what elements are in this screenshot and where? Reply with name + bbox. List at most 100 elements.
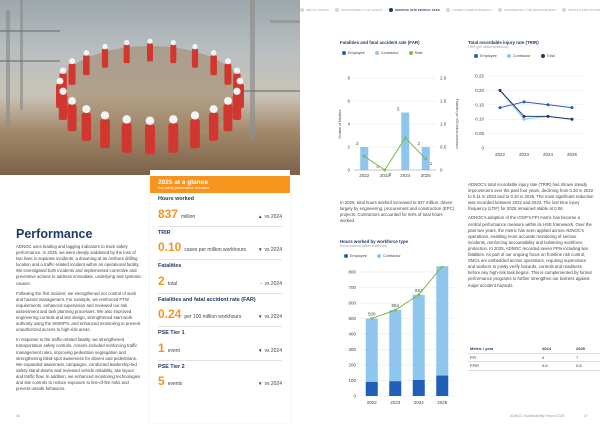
workers-circle-photo (0, 0, 300, 175)
metric-compare: ▼ vs 2024 (258, 247, 282, 253)
x-tick-label: 2023 (390, 400, 401, 405)
legend-contractor: Contractor (374, 51, 399, 55)
metric-label: Fatalities (158, 263, 182, 269)
x-tick-label: 2022 (367, 400, 378, 405)
metric-compare: – vs 2024 (260, 281, 282, 287)
y-tick-label: 0.20 (475, 88, 484, 93)
table-cell: 4 (540, 353, 574, 363)
trir-chart-block: Total recordable injury rate (TRIR) TRIR… (468, 40, 592, 58)
trir-chart: 0 0.05 0.10 0.15 0.20 0.25 2022 2023 2024 2025 (475, 74, 584, 157)
metric-row: 0.10 cases per million workhours ▼ vs 2024 (158, 238, 282, 256)
section-title: Performance (16, 227, 93, 241)
x-tick-label: 2022 (495, 152, 506, 157)
employee-bar (365, 381, 378, 396)
helmet-icon (69, 58, 76, 65)
worker-figure (147, 43, 153, 62)
worker-figure (121, 123, 132, 153)
metric-label: PSE Tier 2 (158, 363, 185, 370)
fpi-paragraph: ADNOC's adoption of the IOGP's FPI metri… (468, 215, 592, 288)
bar-value-label: 2 (417, 141, 420, 146)
rate-point (424, 157, 428, 161)
helmet-icon (122, 115, 131, 124)
fpi-table-wrap: Metric / year 2024 2025 FPI 4 7 FPIR 0.6 0.8 (468, 345, 600, 371)
glance-metric: Hours worked 837 million ▲ vs 2024 (158, 193, 282, 226)
series-point (546, 103, 550, 107)
performance-text: ADNOC uses leading and lagging indicator… (16, 244, 142, 392)
employee-bar (389, 381, 402, 396)
trir-paragraph: ADNOC's total recordable injury rate (TR… (468, 182, 594, 212)
total-point (440, 266, 444, 268)
worker-figure (123, 44, 130, 64)
series-point (546, 114, 550, 118)
employee-bar (436, 375, 449, 396)
worker-figure (67, 104, 77, 132)
helmet-icon (170, 40, 176, 46)
y-tick-label: 0.15 (475, 102, 484, 107)
compare-label: vs 2024 (264, 247, 282, 253)
y-tick-label: 700 (348, 285, 356, 290)
far-chart: 0 2 4 6 8 0 0.5 1.0 1.5 2.0 Number of fatalities Fa… (338, 76, 459, 179)
contractor-bar (401, 112, 410, 170)
table-header-cell: 2024 (540, 345, 574, 354)
table-row: FPI 4 7 (468, 353, 600, 363)
y2-axis-label: Fatalities per 100 million workhours (455, 99, 459, 149)
helmet-icon (83, 50, 90, 56)
table-header-cell: Metric / year (468, 345, 541, 354)
metric-value: 2 (158, 273, 165, 288)
trend-icon: ▲ (258, 213, 263, 219)
metric-value: 1 (158, 340, 165, 355)
glance-subtitle: Key safety performance indicators (158, 186, 210, 190)
metric-label: Fatalities and fatal accident rate (FAR) (158, 296, 256, 303)
trend-icon: ▼ (258, 381, 263, 386)
helmet-icon (233, 87, 241, 95)
total-value-label: 653 (415, 288, 423, 293)
nav-item[interactable]: KEEPING OUR PEOPLE SAFE (389, 8, 440, 12)
contractor-bar (436, 266, 449, 376)
contractor-bar (360, 147, 369, 170)
rate-value-label: 0 (389, 172, 392, 177)
helmet-icon (145, 116, 155, 125)
hours-chart: 0 100 200 300 400 500 600 700 800 2022 500 2023 554 2… (348, 266, 454, 405)
hours-text: In 2025, total hours worked increased to… (340, 200, 455, 224)
far-chart-title: Fatalities and fatal accident rate (FAR) (340, 40, 420, 45)
helmet-icon (56, 77, 64, 85)
legend-contractor: Contractor (506, 54, 531, 58)
contractor-bar (365, 318, 378, 382)
trir-legend: Employee Contractor Total (474, 54, 592, 58)
helmet-icon (82, 105, 91, 114)
trend-icon: ▼ (258, 247, 263, 252)
table-row: FPIR 0.6 0.8 (468, 361, 600, 371)
helmet-icon (59, 67, 67, 74)
helmet-icon (209, 105, 218, 114)
x-tick-label: 2025 (421, 173, 432, 178)
nav-item[interactable]: LOWER-CARBON ENERGY (446, 8, 492, 12)
y-tick-label: 600 (348, 301, 356, 306)
table-cell: 7 (574, 353, 600, 363)
table-cell: 0.6 (540, 361, 574, 371)
worker-figure (68, 63, 76, 85)
helmet-icon (59, 87, 67, 95)
nav-item[interactable]: PRESERVING THE ENVIRONMENT (498, 8, 556, 12)
y-tick-label: 800 (348, 270, 356, 275)
rate-value-label: 1 (430, 161, 433, 166)
nav-item[interactable]: PEOPLE AND SOCIETY (562, 8, 600, 12)
metric-value: 837 (158, 206, 179, 221)
y-tick-label: 6 (347, 99, 350, 104)
y-axis-label: Number of fatalities (338, 109, 342, 139)
worker-figure (100, 119, 110, 149)
table-header-cell: 2025 (574, 345, 600, 354)
trend-icon: – (259, 280, 263, 286)
series-point (498, 106, 502, 110)
metric-row: 0.24 per 100 million workhours ▼ vs 2024 (158, 305, 282, 323)
metric-compare: ▼ vs 2024 (258, 381, 282, 387)
nav-item[interactable]: SUSTAINABILITY AT ADNOC (335, 8, 383, 12)
rate-point (403, 136, 407, 140)
traffic-paragraph: In response to the traffic-related fatal… (16, 337, 141, 392)
y-tick-label: 500 (348, 316, 356, 321)
nav-item[interactable]: ABOUT ADNOC (300, 8, 329, 12)
trir-chart-title: Total recordable injury rate (TRIR) (468, 40, 539, 45)
worker-figure (81, 112, 92, 141)
total-point (393, 308, 397, 312)
metric-compare: ▼ vs 2024 (258, 348, 282, 354)
metrics-list: Hours worked 837 million ▲ vs 2024 TRIR 0.10 ca… (158, 193, 282, 393)
